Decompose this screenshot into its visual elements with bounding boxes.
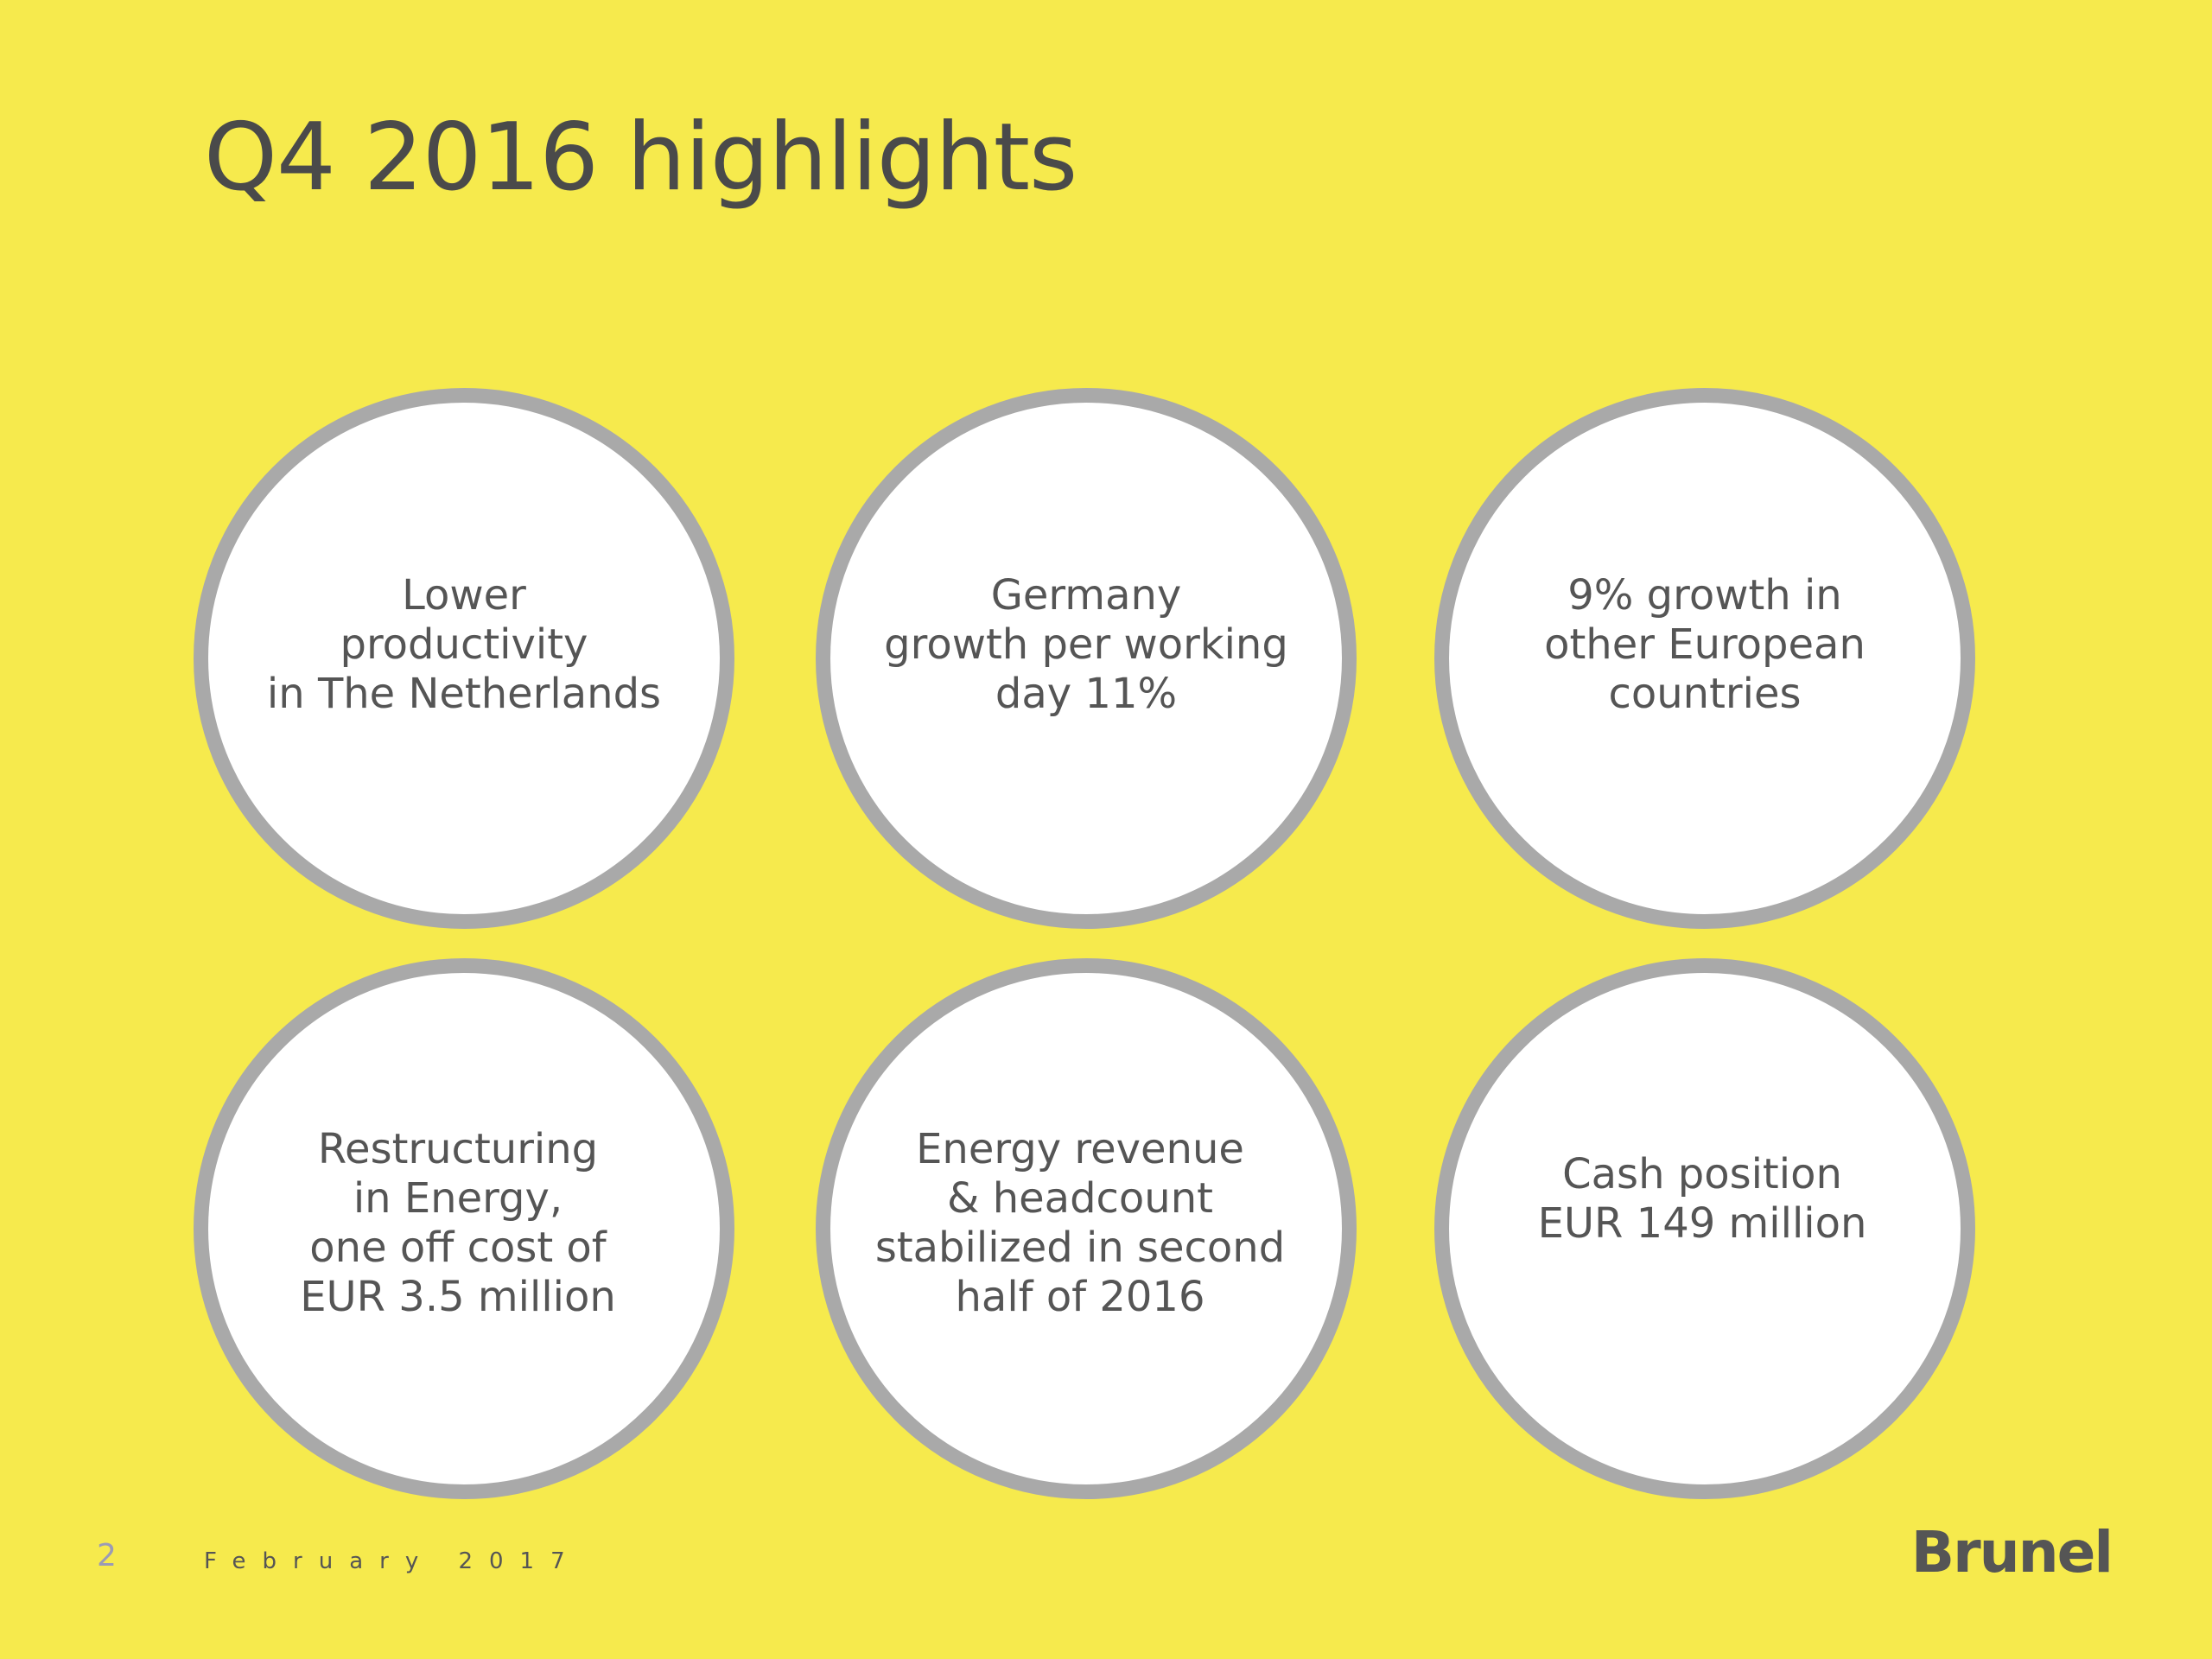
highlight-circle-restructuring: Restructuring in Energy, one off cost of…	[194, 958, 734, 1499]
brunel-logo: Brunel	[1910, 1519, 2113, 1586]
slide-title: Q4 2016 highlights	[204, 104, 1077, 212]
highlight-circle-energy: Energy revenue & headcount stabilized in…	[816, 958, 1357, 1499]
highlight-text: Cash position EUR 149 million	[1537, 1149, 1867, 1248]
highlight-text: Lower productivity in The Netherlands	[266, 571, 662, 718]
footer-date: February 2017	[204, 1548, 582, 1574]
highlight-text: Energy revenue & headcount stabilized in…	[874, 1125, 1286, 1321]
highlight-text: Germany growth per working day 11%	[884, 571, 1288, 718]
page-number: 2	[97, 1538, 117, 1573]
highlight-text: Restructuring in Energy, one off cost of…	[300, 1125, 616, 1321]
highlight-circle-germany: Germany growth per working day 11%	[816, 388, 1357, 929]
highlight-circle-netherlands: Lower productivity in The Netherlands	[194, 388, 734, 929]
highlight-circle-cash: Cash position EUR 149 million	[1434, 958, 1975, 1499]
highlight-circle-europe: 9% growth in other European countries	[1434, 388, 1975, 929]
highlight-text: 9% growth in other European countries	[1544, 571, 1866, 718]
